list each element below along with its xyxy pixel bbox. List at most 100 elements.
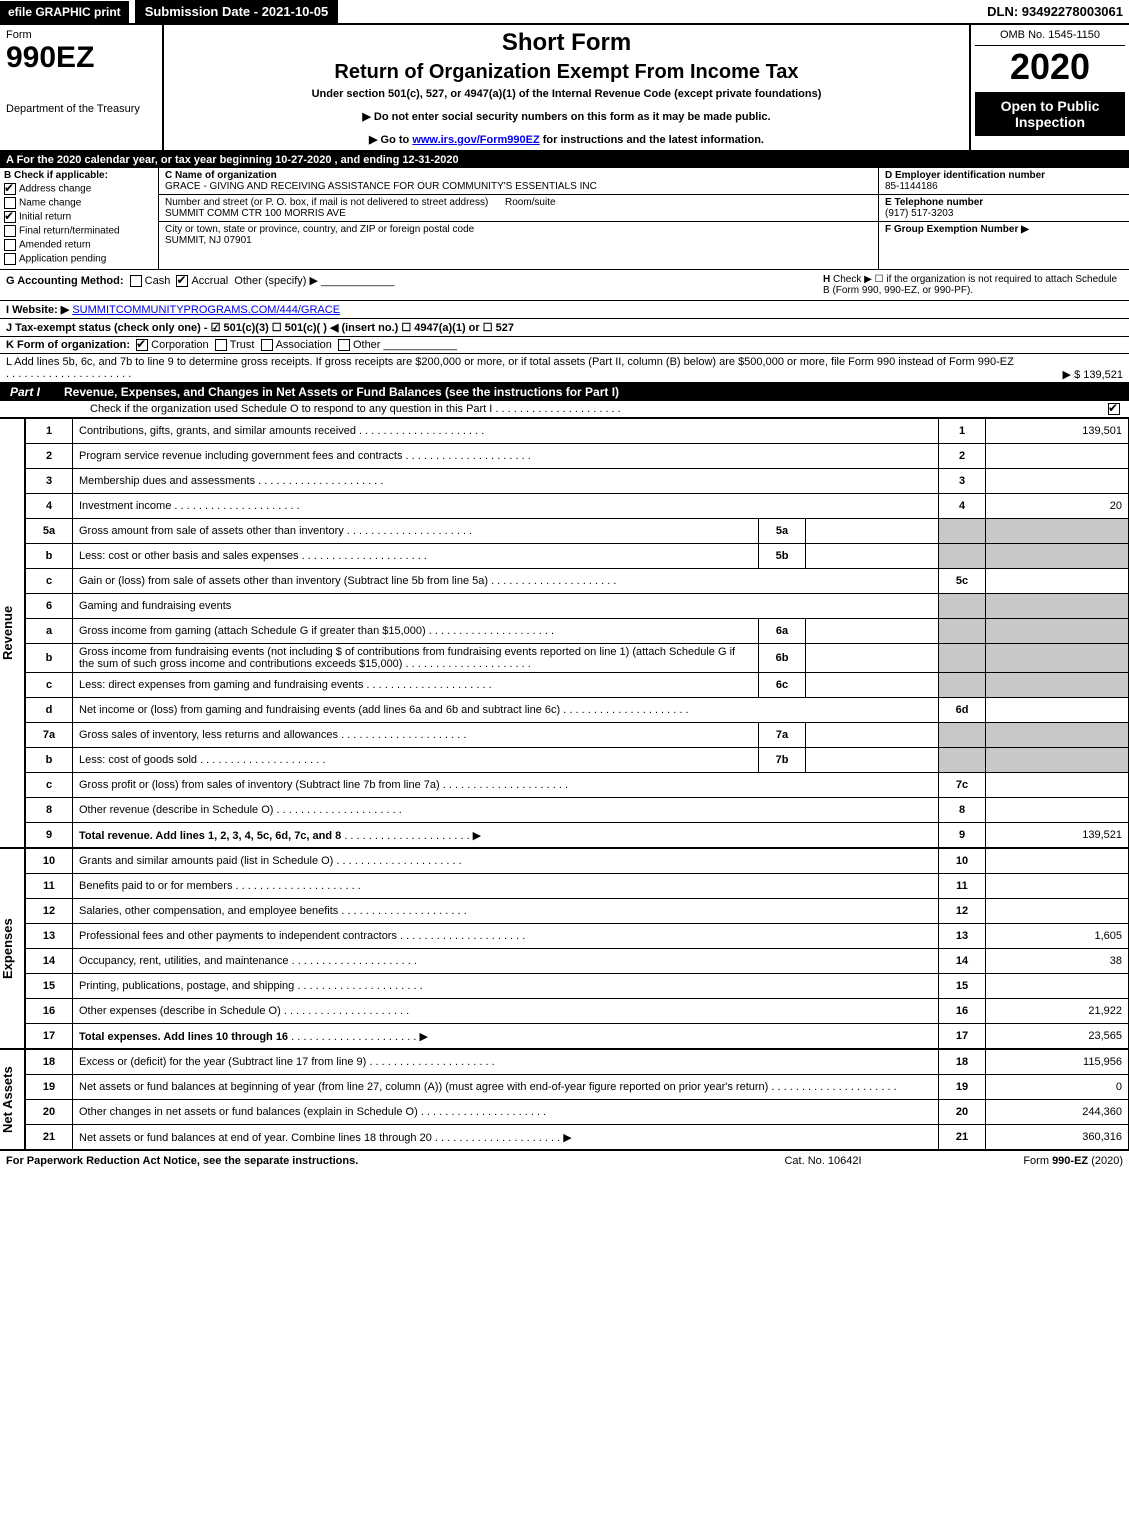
- e-label: E Telephone number: [885, 197, 983, 208]
- expenses-section: Expenses 10 Grants and similar amounts p…: [0, 848, 1129, 1049]
- line-row: 6 Gaming and fundraising events: [26, 594, 1129, 619]
- cb-name-change[interactable]: Name change: [4, 197, 154, 209]
- line-desc: Total revenue. Add lines 1, 2, 3, 4, 5c,…: [73, 823, 939, 848]
- line-row: 10 Grants and similar amounts paid (list…: [26, 849, 1129, 874]
- footer-form-ref: Form 990-EZ (2020): [923, 1155, 1123, 1167]
- line-value: [986, 619, 1129, 644]
- org-name: GRACE - GIVING AND RECEIVING ASSISTANCE …: [165, 181, 597, 192]
- cb-application-pending[interactable]: Application pending: [4, 253, 154, 265]
- line-number: 10: [26, 849, 73, 874]
- g-accrual[interactable]: Accrual: [191, 275, 228, 287]
- line-col-num: 6d: [939, 698, 986, 723]
- top-bar: efile GRAPHIC print Submission Date - 20…: [0, 0, 1129, 25]
- header-right: OMB No. 1545-1150 2020 Open to Public In…: [969, 25, 1129, 150]
- city-state-zip: SUMMIT, NJ 07901: [165, 235, 252, 246]
- line-row: 19 Net assets or fund balances at beginn…: [26, 1075, 1129, 1100]
- line-number: 18: [26, 1050, 73, 1075]
- form-number: 990EZ: [6, 41, 156, 75]
- line-desc: Program service revenue including govern…: [73, 444, 939, 469]
- g-label: G Accounting Method:: [6, 275, 124, 287]
- line-col-num: 16: [939, 999, 986, 1024]
- line-col-num: 7c: [939, 773, 986, 798]
- k-other[interactable]: Other: [353, 339, 381, 351]
- line-desc: Gross income from gaming (attach Schedul…: [73, 619, 759, 644]
- line-number: 8: [26, 798, 73, 823]
- line-value: [986, 519, 1129, 544]
- line-row: 4 Investment income 4 20: [26, 494, 1129, 519]
- g-cash[interactable]: Cash: [145, 275, 171, 287]
- line-desc: Less: cost of goods sold: [73, 748, 759, 773]
- line-value: [986, 849, 1129, 874]
- efile-print-button[interactable]: efile GRAPHIC print: [0, 1, 129, 23]
- line-col-num: 20: [939, 1100, 986, 1125]
- line-number: 12: [26, 899, 73, 924]
- line-row: 18 Excess or (deficit) for the year (Sub…: [26, 1050, 1129, 1075]
- line-value: [986, 444, 1129, 469]
- line-row: 7a Gross sales of inventory, less return…: [26, 723, 1129, 748]
- revenue-side-label: Revenue: [0, 418, 25, 848]
- goto-prefix: ▶ Go to: [369, 134, 412, 146]
- line-number: c: [26, 569, 73, 594]
- net-assets-side-label: Net Assets: [0, 1049, 25, 1150]
- line-desc: Other changes in net assets or fund bala…: [73, 1100, 939, 1125]
- line-value: [986, 798, 1129, 823]
- cb-initial-return[interactable]: Initial return: [4, 211, 154, 223]
- line-row: c Less: direct expenses from gaming and …: [26, 673, 1129, 698]
- line-col-num: 3: [939, 469, 986, 494]
- sub-col-value: [806, 748, 939, 773]
- line-col-num: 4: [939, 494, 986, 519]
- under-section-text: Under section 501(c), 527, or 4947(a)(1)…: [172, 88, 961, 100]
- f-label: F Group Exemption Number ▶: [885, 224, 1029, 235]
- l-amount: ▶ $ 139,521: [1063, 368, 1123, 381]
- line-value: [986, 974, 1129, 999]
- cb-address-change[interactable]: Address change: [4, 183, 154, 195]
- line-value: 244,360: [986, 1100, 1129, 1125]
- line-desc: Grants and similar amounts paid (list in…: [73, 849, 939, 874]
- line-desc: Printing, publications, postage, and shi…: [73, 974, 939, 999]
- line-col-num: [939, 594, 986, 619]
- goto-link[interactable]: www.irs.gov/Form990EZ: [412, 134, 539, 146]
- line-row: 14 Occupancy, rent, utilities, and maint…: [26, 949, 1129, 974]
- line-value: [986, 874, 1129, 899]
- line-value: [986, 748, 1129, 773]
- line-desc: Less: cost or other basis and sales expe…: [73, 544, 759, 569]
- k-trust[interactable]: Trust: [230, 339, 255, 351]
- header-left: Form 990EZ Department of the Treasury: [0, 25, 164, 150]
- line-value: 38: [986, 949, 1129, 974]
- g-other[interactable]: Other (specify) ▶: [234, 275, 318, 287]
- cb-amended-return[interactable]: Amended return: [4, 239, 154, 251]
- line-number: 11: [26, 874, 73, 899]
- line-number: 21: [26, 1125, 73, 1150]
- line-desc: Net assets or fund balances at end of ye…: [73, 1125, 939, 1150]
- cb-final-return[interactable]: Final return/terminated: [4, 225, 154, 237]
- line-row: b Less: cost or other basis and sales ex…: [26, 544, 1129, 569]
- line-number: 3: [26, 469, 73, 494]
- line-value: 1,605: [986, 924, 1129, 949]
- line-col-num: 8: [939, 798, 986, 823]
- k-association[interactable]: Association: [276, 339, 332, 351]
- website-link[interactable]: SUMMITCOMMUNITYPROGRAMS.COM/444/GRACE: [72, 304, 340, 316]
- line-desc: Contributions, gifts, grants, and simila…: [73, 419, 939, 444]
- line-number: 2: [26, 444, 73, 469]
- line-desc: Excess or (deficit) for the year (Subtra…: [73, 1050, 939, 1075]
- sub-col-label: 6b: [759, 644, 806, 673]
- line-value: 360,316: [986, 1125, 1129, 1150]
- line-value: 139,501: [986, 419, 1129, 444]
- c-org-info: C Name of organization GRACE - GIVING AN…: [159, 168, 878, 269]
- line-row: b Less: cost of goods sold 7b: [26, 748, 1129, 773]
- line-number: 17: [26, 1024, 73, 1049]
- k-corporation[interactable]: Corporation: [151, 339, 208, 351]
- d-label: D Employer identification number: [885, 170, 1045, 181]
- line-value: [986, 723, 1129, 748]
- sub-col-label: 7a: [759, 723, 806, 748]
- line-row: c Gross profit or (loss) from sales of i…: [26, 773, 1129, 798]
- line-desc: Gross profit or (loss) from sales of inv…: [73, 773, 939, 798]
- part-i-sub-text: Check if the organization used Schedule …: [90, 403, 492, 415]
- line-number: c: [26, 773, 73, 798]
- return-title: Return of Organization Exempt From Incom…: [172, 61, 961, 84]
- part-i-schedule-o-checkbox[interactable]: [1108, 403, 1120, 415]
- line-col-num: 14: [939, 949, 986, 974]
- line-number: 13: [26, 924, 73, 949]
- line-col-num: [939, 519, 986, 544]
- j-text: J Tax-exempt status (check only one) - ☑…: [6, 322, 514, 334]
